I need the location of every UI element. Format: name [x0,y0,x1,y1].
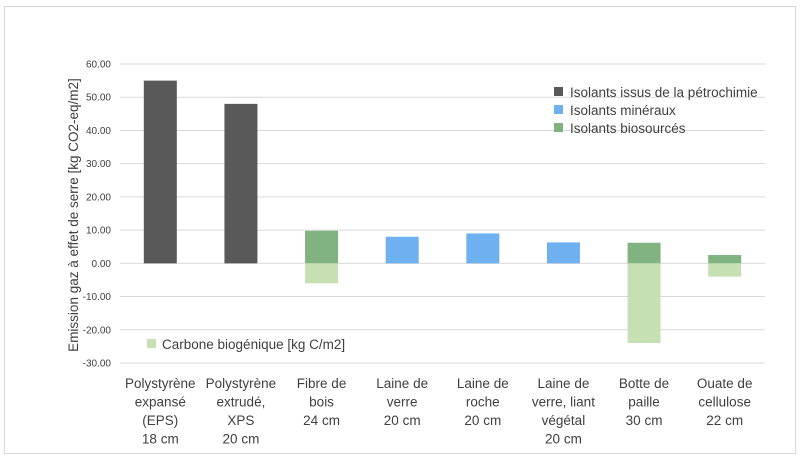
category-label: Ouate de [697,376,753,391]
y-tick-label: -20.00 [83,325,112,336]
bar [627,242,661,264]
category-label: 20 cm [223,432,260,447]
bar [305,263,339,284]
category-label: Laine de [376,376,428,391]
legend-swatch [554,87,563,96]
category-label: 20 cm [545,432,582,447]
category-label: expansé [135,395,186,410]
legend-swatch [554,123,563,132]
category-label: 20 cm [464,413,501,428]
legend-label: Carbone biogénique [kg C/m2] [162,337,345,352]
legend-label: Isolants biosourcés [570,121,686,136]
bar [466,233,500,264]
bar [708,263,742,277]
category-label: 18 cm [142,432,179,447]
legend-swatch [147,339,156,348]
category-label: verre [387,395,418,410]
category-label: Polystyrène [206,376,277,391]
legend-label: Isolants minéraux [570,103,676,118]
category-label: 22 cm [706,413,743,428]
bar [305,230,339,264]
y-tick-label: 60.00 [86,60,111,71]
category-label: Fibre de [297,376,347,391]
bar [627,263,661,344]
y-tick-label: 30.00 [86,159,111,170]
y-tick-label: 10.00 [86,226,111,237]
legend-swatch [554,105,563,114]
y-tick-label: 50.00 [86,93,111,104]
category-label: roche [466,395,500,410]
bar [708,255,742,264]
category-label: bois [309,395,334,410]
category-label: 24 cm [303,413,340,428]
category-label: Laine de [538,376,590,391]
y-tick-label: -10.00 [83,292,112,303]
category-label: Laine de [457,376,509,391]
category-label: Polystyrène [125,376,196,391]
y-axis-label: Emission gaz à effet de serre [kg CO2-eq… [66,78,81,352]
category-label: cellulose [698,395,751,410]
y-tick-label: 0.00 [92,259,112,270]
bar [224,103,258,264]
legend-label: Isolants issus de la pétrochimie [570,85,758,100]
y-tick-label: -30.00 [83,359,112,370]
category-label: (EPS) [142,413,178,428]
bar [385,236,419,264]
category-label: extrudé, [217,395,266,410]
bar [143,80,177,264]
bar [546,242,580,264]
category-label: XPS [227,413,254,428]
category-label: paille [628,395,660,410]
category-label: 20 cm [384,413,421,428]
category-label: 30 cm [626,413,663,428]
y-tick-label: 40.00 [86,126,111,137]
y-tick-label: 20.00 [86,192,111,203]
category-label: Botte de [619,376,669,391]
category-label: verre, liant [532,395,595,410]
category-label: végétal [542,413,586,428]
